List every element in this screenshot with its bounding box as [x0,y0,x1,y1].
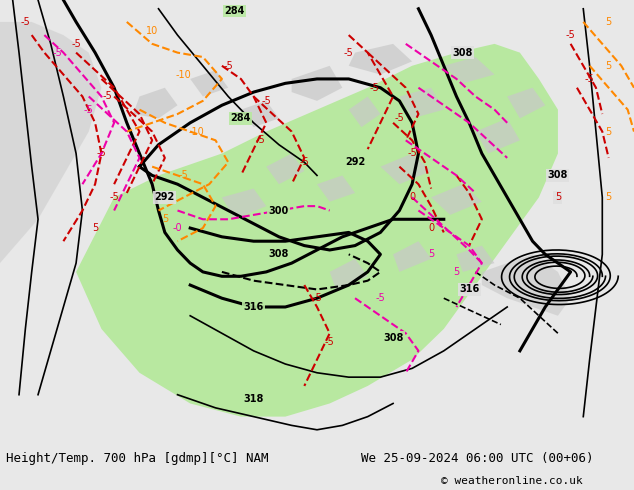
Text: 10: 10 [146,25,158,36]
Polygon shape [431,184,482,215]
Text: -5: -5 [407,148,417,158]
Polygon shape [241,101,279,127]
Polygon shape [292,66,342,101]
Text: 5: 5 [453,267,460,277]
Text: © weatheronline.co.uk: © weatheronline.co.uk [441,476,583,486]
Polygon shape [476,119,520,153]
Text: 5: 5 [162,214,168,224]
Polygon shape [0,22,101,263]
Text: 5: 5 [92,223,98,233]
Text: -5: -5 [96,148,107,158]
Polygon shape [399,88,444,119]
Text: 284: 284 [224,6,245,16]
Polygon shape [444,57,495,83]
Text: -10: -10 [189,126,204,137]
Text: 292: 292 [155,193,175,202]
Polygon shape [266,153,304,184]
Polygon shape [349,97,380,127]
Text: -5: -5 [566,30,576,40]
Text: 308: 308 [383,333,403,343]
Text: 0: 0 [409,193,415,202]
Text: 292: 292 [345,157,365,167]
Text: 5: 5 [605,126,612,137]
Text: 5: 5 [428,249,434,259]
Polygon shape [393,241,431,272]
Text: 5: 5 [605,193,612,202]
Text: -5: -5 [375,293,385,303]
Text: 316: 316 [243,302,264,312]
Polygon shape [349,44,412,74]
Text: 316: 316 [459,284,479,294]
Text: -5: -5 [312,293,322,303]
Text: 308: 308 [269,249,289,259]
Text: -5: -5 [223,61,233,71]
Text: 5: 5 [605,61,612,71]
Text: -10: -10 [176,70,191,79]
Text: We 25-09-2024 06:00 UTC (00+06): We 25-09-2024 06:00 UTC (00+06) [361,452,594,465]
Text: -5: -5 [394,113,404,123]
Text: -5: -5 [255,135,265,146]
Polygon shape [76,44,558,416]
Text: -5: -5 [84,105,94,115]
Polygon shape [190,70,228,97]
Polygon shape [317,175,355,202]
Text: -5: -5 [109,193,119,202]
Text: 318: 318 [243,394,264,404]
Text: -5: -5 [71,39,81,49]
Polygon shape [330,259,368,290]
Text: 300: 300 [269,205,289,216]
Text: -5: -5 [52,48,62,58]
Text: -0: -0 [172,223,183,233]
Text: -5: -5 [585,74,595,84]
Text: -5: -5 [20,17,30,27]
Text: Height/Temp. 700 hPa [gdmp][°C] NAM: Height/Temp. 700 hPa [gdmp][°C] NAM [6,452,269,465]
Text: -5: -5 [344,48,354,58]
Text: -5: -5 [261,96,271,106]
Polygon shape [222,189,266,220]
Text: 5: 5 [555,193,561,202]
Text: 308: 308 [548,171,568,180]
Text: -5: -5 [299,157,309,167]
Text: 284: 284 [231,113,251,123]
Text: 5: 5 [605,17,612,27]
Text: -5: -5 [179,171,189,180]
Text: -5: -5 [325,337,335,347]
Text: 308: 308 [453,48,473,58]
Text: -5: -5 [369,83,379,93]
Polygon shape [133,88,178,119]
Text: -5: -5 [103,92,113,101]
Polygon shape [507,88,545,119]
Polygon shape [380,153,431,184]
Polygon shape [456,245,495,272]
Text: 0: 0 [428,223,434,233]
Polygon shape [482,254,571,316]
